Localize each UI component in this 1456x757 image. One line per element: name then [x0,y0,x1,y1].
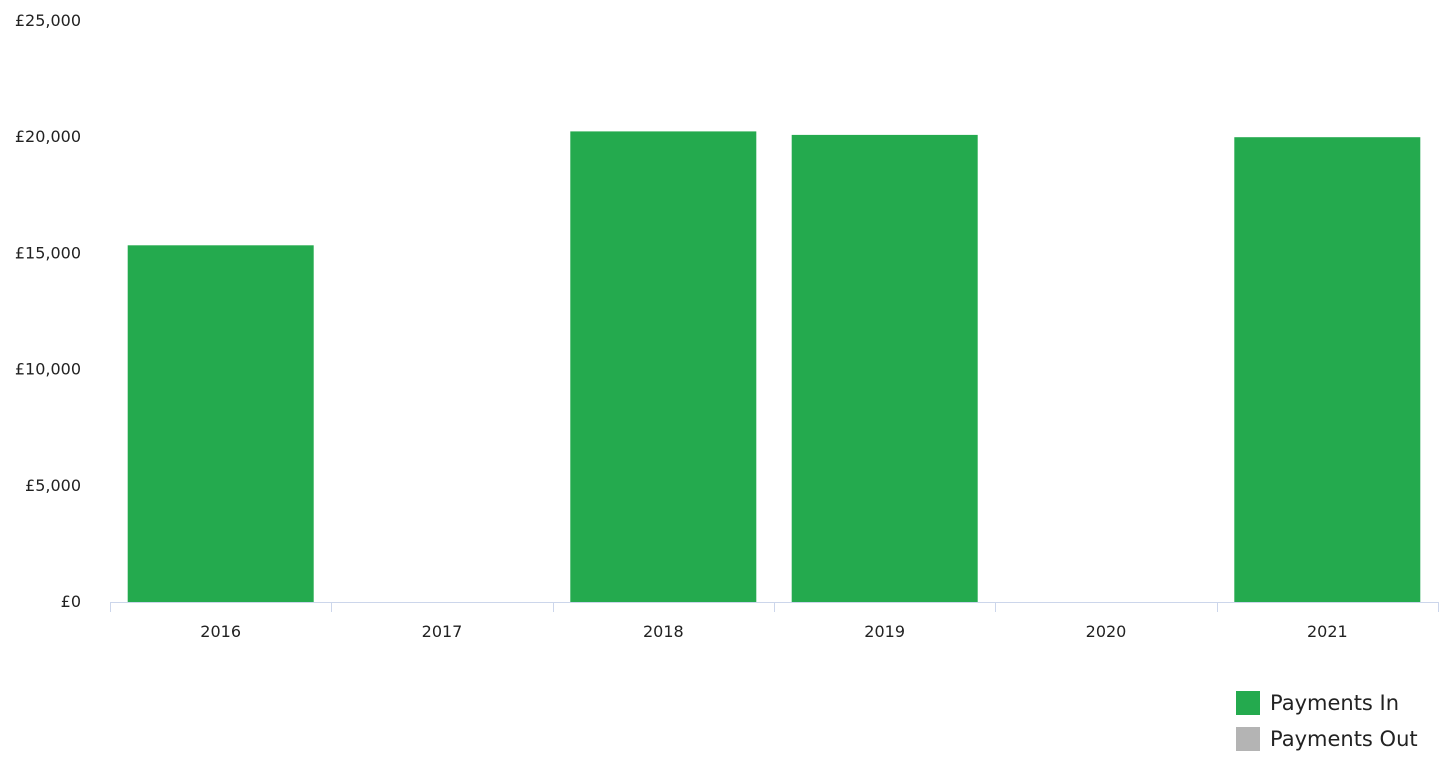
x-axis: 2016 2017 2018 2019 2020 2021 [110,602,1439,641]
legend-label-payments-out: Payments Out [1270,727,1418,751]
legend: Payments In Payments Out [1236,685,1451,757]
bar-payments-in-2019[interactable] [791,134,978,602]
y-tick-label: £15,000 [15,243,81,262]
bar-chart: £0 £5,000 £10,000 £15,000 £20,000 £25,000 201… [15,11,1439,641]
legend-label-payments-in: Payments In [1270,691,1400,715]
y-tick-label: £10,000 [15,360,81,379]
x-tick-label: 2018 [643,622,684,641]
x-tick-label: 2021 [1307,622,1348,641]
legend-item-payments-in[interactable]: Payments In [1236,685,1451,721]
x-tick-label: 2017 [422,622,463,641]
bar-payments-in-2021[interactable] [1234,137,1421,602]
y-tick-label: £5,000 [25,476,81,495]
legend-swatch-payments-in [1236,691,1260,715]
x-tick-label: 2016 [200,622,241,641]
y-tick-label: £20,000 [15,127,81,146]
y-tick-label: £25,000 [15,11,81,30]
x-tick-label: 2019 [864,622,905,641]
bar-series [127,131,1421,603]
y-tick-label: £0 [61,592,81,611]
bar-payments-in-2016[interactable] [127,245,314,603]
legend-item-payments-out[interactable]: Payments Out [1236,721,1451,757]
y-axis: £0 £5,000 £10,000 £15,000 £20,000 £25,000 [15,11,81,611]
legend-swatch-payments-out [1236,727,1260,751]
x-tick-label: 2020 [1086,622,1127,641]
bar-payments-in-2018[interactable] [570,131,757,602]
